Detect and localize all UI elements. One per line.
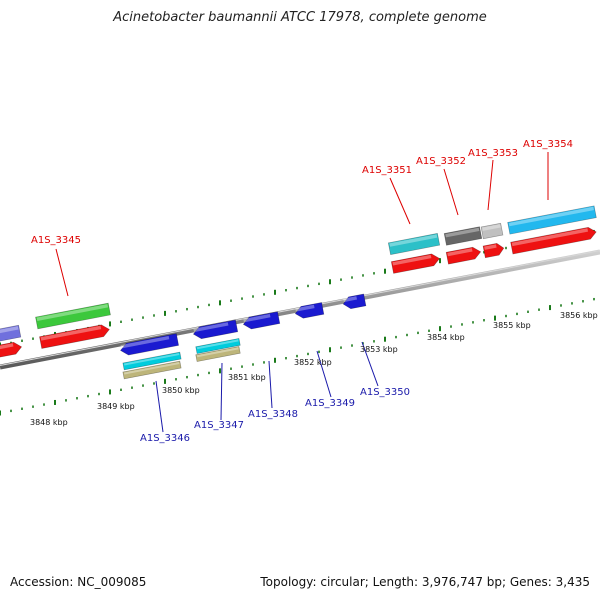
feature-body bbox=[35, 302, 111, 330]
feature-shine bbox=[484, 244, 497, 250]
feature-shine bbox=[123, 362, 180, 375]
gene-arrow-A1S_3346[interactable] bbox=[119, 333, 179, 357]
feature-body bbox=[0, 324, 22, 344]
feature-shine bbox=[196, 347, 239, 358]
forward-leader-line bbox=[487, 159, 494, 211]
leader-line-layer bbox=[55, 152, 549, 433]
feature-body bbox=[122, 360, 182, 380]
cds-arrow-A1S_3351[interactable] bbox=[390, 253, 441, 274]
forward-gene-label: A1S_3352 bbox=[416, 156, 466, 167]
reverse-leader-line bbox=[268, 360, 273, 409]
feature-shine bbox=[482, 224, 501, 231]
feature-body bbox=[480, 222, 504, 240]
reverse-gene-label: A1S_3349 bbox=[305, 398, 355, 409]
feature-shine bbox=[508, 206, 594, 227]
forward-gene-label: A1S_3354 bbox=[523, 139, 573, 150]
gene-bar-A1S_3353[interactable] bbox=[480, 222, 504, 240]
forward-leader-line bbox=[389, 177, 411, 225]
forward-leader-line bbox=[443, 168, 459, 216]
feature-body bbox=[443, 226, 483, 246]
feature-body bbox=[39, 324, 110, 349]
label-layer: 3848 kbp 3849 kbp 3850 kbp 3851 kbp 3852 kbp… bbox=[30, 139, 598, 444]
gene-arrow-A1S_3347[interactable] bbox=[192, 319, 239, 340]
gene-bar-A1S_3351[interactable] bbox=[387, 233, 441, 255]
scale-label: 3852 kbp bbox=[294, 358, 332, 367]
cds-arrow-A1S_3353[interactable] bbox=[482, 242, 505, 259]
feature-body bbox=[195, 338, 241, 354]
feature-shine bbox=[120, 335, 170, 349]
gene-bar-left-edge[interactable] bbox=[0, 324, 22, 344]
reverse-leader-line bbox=[316, 350, 332, 398]
cyan-bar-A1S_3347[interactable] bbox=[195, 338, 241, 354]
feature-shine bbox=[123, 353, 180, 366]
reverse-gene-label: A1S_3347 bbox=[194, 420, 244, 431]
cyan-bar-A1S_3346[interactable] bbox=[122, 351, 182, 371]
reverse-leader-line bbox=[220, 362, 223, 421]
feature-shine bbox=[196, 339, 239, 350]
feature-body bbox=[445, 246, 482, 265]
feature-body bbox=[122, 351, 182, 371]
gene-bar-A1S_3354[interactable] bbox=[507, 205, 597, 235]
feature-body bbox=[342, 293, 367, 310]
feature-shine bbox=[343, 296, 357, 303]
feature-shine bbox=[0, 326, 19, 335]
cds-arrow-A1S_3345[interactable] bbox=[39, 324, 110, 349]
feature-shine bbox=[392, 254, 432, 266]
feature-shine bbox=[40, 325, 102, 341]
cds-arrow-A1S_3352[interactable] bbox=[445, 246, 482, 265]
gene-arrow-A1S_3348[interactable] bbox=[242, 311, 281, 331]
gene-arrow-A1S_3349[interactable] bbox=[294, 302, 325, 319]
gene-bar-A1S_3345[interactable] bbox=[35, 302, 111, 330]
feature-shine bbox=[243, 314, 271, 323]
cds-arrow-A1S_3354[interactable] bbox=[510, 226, 598, 255]
feature-body bbox=[507, 205, 597, 235]
map-title: Acinetobacter baumannii ATCC 17978, comp… bbox=[113, 10, 487, 25]
feature-shine bbox=[511, 228, 589, 247]
reverse-gene-label: A1S_3346 bbox=[140, 433, 190, 444]
scale-label: 3850 kbp bbox=[162, 386, 200, 395]
forward-leader-line bbox=[55, 248, 69, 297]
gene-bar-A1S_3352[interactable] bbox=[443, 226, 483, 246]
feature-body bbox=[242, 311, 281, 330]
tan-bar-A1S_3346[interactable] bbox=[122, 360, 182, 380]
scale-label: 3851 kbp bbox=[228, 373, 266, 382]
feature-body bbox=[387, 233, 441, 255]
feature-body bbox=[294, 302, 325, 319]
forward-gene-label: A1S_3351 bbox=[362, 165, 412, 176]
accession-text: Accession: NC_009085 bbox=[10, 575, 147, 589]
scale-label: 3853 kbp bbox=[360, 345, 398, 354]
scale-label: 3855 kbp bbox=[493, 321, 531, 330]
reverse-leader-line bbox=[361, 341, 379, 387]
scale-label: 3856 kbp bbox=[560, 311, 598, 320]
cds-arrow-left-edge[interactable] bbox=[0, 341, 23, 362]
feature-layer[interactable] bbox=[0, 205, 598, 380]
reverse-gene-label: A1S_3348 bbox=[248, 409, 298, 420]
scale-label: 3849 kbp bbox=[97, 402, 135, 411]
feature-body bbox=[390, 253, 441, 274]
tan-bar-A1S_3347[interactable] bbox=[195, 346, 241, 362]
feature-body bbox=[510, 227, 597, 255]
reverse-gene-label: A1S_3350 bbox=[360, 387, 410, 398]
scale-label: 3848 kbp bbox=[30, 418, 68, 427]
reverse-leader-line bbox=[155, 380, 164, 433]
feature-body bbox=[192, 319, 239, 340]
feature-shine bbox=[36, 304, 109, 321]
feature-shine bbox=[193, 322, 229, 333]
forward-gene-label: A1S_3345 bbox=[31, 235, 81, 246]
feature-shine bbox=[295, 304, 315, 312]
genome-summary-text: Topology: circular; Length: 3,976,747 bp… bbox=[260, 575, 590, 589]
feature-shine bbox=[0, 343, 14, 354]
feature-body bbox=[120, 333, 179, 356]
feature-body bbox=[195, 346, 241, 362]
feature-shine bbox=[389, 234, 438, 247]
forward-gene-label: A1S_3353 bbox=[468, 148, 518, 159]
feature-body bbox=[482, 243, 505, 259]
feature-shine bbox=[445, 227, 480, 238]
gene-arrow-A1S_3350[interactable] bbox=[342, 293, 367, 310]
feature-shine bbox=[447, 248, 473, 257]
feature-body bbox=[0, 341, 23, 362]
scale-label: 3854 kbp bbox=[427, 333, 465, 342]
